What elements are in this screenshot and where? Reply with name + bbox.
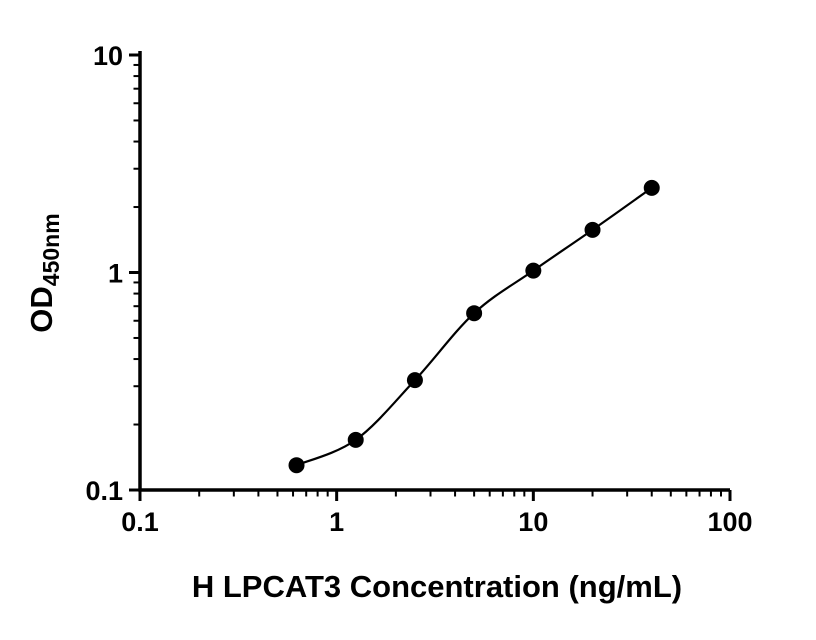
y-tick-label: 0.1 [85,476,123,506]
x-tick-label: 10 [518,507,548,537]
y-axis-title-main: OD [24,286,59,333]
y-axis-title: OD450nm [24,213,64,332]
data-point [525,262,542,279]
y-tick-label: 1 [108,259,123,289]
data-point [466,305,483,322]
y-tick-label: 10 [93,41,123,71]
x-tick-label: 1 [329,507,344,537]
data-point [406,372,423,389]
x-axis-title: H LPCAT3 Concentration (ng/mL) [192,569,682,604]
data-point [347,431,364,448]
x-tick-label: 100 [707,507,752,537]
data-point [288,457,305,474]
y-axis-title-subscript: 450nm [38,213,64,286]
data-point [584,221,601,238]
x-tick-label: 0.1 [121,507,159,537]
axes-frame [138,51,730,492]
data-point [643,179,660,196]
